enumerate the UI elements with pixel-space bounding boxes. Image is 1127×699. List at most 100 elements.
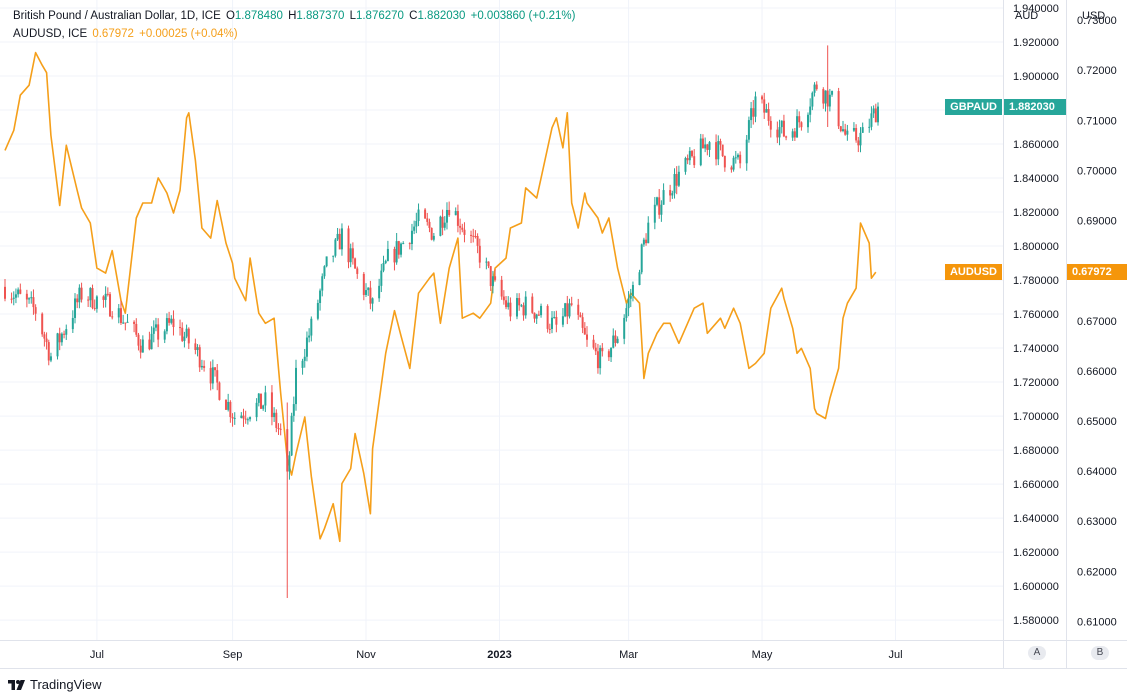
candle-body	[249, 417, 252, 420]
candle-body	[334, 239, 337, 256]
right-y-tick-label: 0.63000	[1077, 516, 1117, 528]
brand-name: TradingView	[30, 677, 102, 692]
candle-body	[19, 289, 22, 294]
candle-body	[41, 313, 44, 335]
candle-body	[325, 256, 328, 267]
candle-body	[859, 132, 862, 146]
right-y-tick-label: 0.72000	[1077, 65, 1117, 77]
candle-body	[693, 156, 696, 166]
candle-body	[631, 285, 634, 296]
candle-body	[45, 338, 48, 343]
candle-body	[570, 303, 573, 305]
candle-body	[596, 351, 599, 369]
candle-body	[487, 261, 490, 267]
audusd-right-axis-tag: 0.67972	[1067, 264, 1127, 281]
candle-body	[246, 419, 249, 421]
candle-body	[677, 171, 680, 186]
candle-body	[10, 298, 13, 300]
candle-body	[443, 222, 446, 228]
left-y-tick-label: 1.580000	[1013, 615, 1059, 627]
candle-body	[286, 429, 289, 472]
candle-body	[656, 197, 659, 205]
candle-body	[413, 226, 416, 231]
left-scale-button[interactable]: A	[1028, 646, 1046, 660]
candle-body	[505, 300, 508, 308]
candle-body	[747, 120, 750, 140]
candle-body	[594, 347, 597, 352]
candle-body	[89, 288, 92, 301]
candle-body	[203, 365, 206, 368]
candle-body	[310, 318, 313, 336]
candle-body	[141, 339, 144, 353]
candle-body	[811, 92, 814, 107]
candle-body	[684, 158, 687, 172]
candle-body	[837, 91, 840, 127]
candle-body	[137, 334, 140, 346]
candle-body	[745, 139, 748, 164]
left-y-tick-label: 1.920000	[1013, 37, 1059, 49]
tradingview-brand[interactable]: TradingView	[8, 677, 102, 692]
candle-body	[717, 141, 720, 160]
high-value: 1.887370	[296, 10, 345, 22]
candle-body	[117, 308, 120, 318]
candle-body	[800, 122, 803, 128]
candle-body	[319, 290, 322, 303]
audusd-price-tag-label: AUDUSD	[944, 264, 1002, 281]
candle-body	[638, 272, 641, 286]
candle-body	[305, 337, 308, 357]
right-y-tick-label: 0.64000	[1077, 466, 1117, 478]
candle-body	[540, 305, 543, 316]
right-scale-button[interactable]: B	[1091, 646, 1109, 660]
left-y-tick-label: 1.820000	[1013, 207, 1059, 219]
candle-body	[855, 127, 858, 141]
candle-body	[165, 318, 168, 332]
candle-body	[531, 296, 534, 313]
candle-body	[106, 293, 109, 295]
candle-body	[332, 255, 335, 257]
candle-body	[58, 333, 61, 343]
x-tick-label: 2023	[487, 649, 511, 661]
candle-body	[214, 367, 217, 371]
compare-series-legend[interactable]: AUDUSD, ICE 0.67972 +0.00025 (+0.04%)	[13, 28, 240, 40]
candle-body	[111, 316, 114, 318]
candle-body	[767, 109, 770, 121]
candle-body	[430, 227, 433, 240]
candle-body	[782, 120, 785, 137]
candle-body	[715, 142, 718, 160]
candle-body	[200, 365, 203, 368]
main-series-legend[interactable]: British Pound / Australian Dollar, 1D, I…	[13, 10, 577, 22]
candle-body	[614, 335, 617, 343]
candle-body	[791, 131, 794, 138]
candle-body	[841, 129, 844, 131]
candle-body	[699, 138, 702, 166]
candle-body	[273, 412, 276, 418]
candle-body	[796, 116, 799, 138]
candle-body	[227, 401, 230, 410]
candle-body	[28, 298, 31, 300]
candle-body	[198, 347, 201, 368]
candle-body	[91, 288, 94, 308]
candle-body	[706, 144, 709, 150]
candle-body	[785, 136, 788, 138]
tradingview-logo-icon	[8, 679, 25, 690]
candle-body	[520, 305, 523, 307]
candle-body	[32, 297, 35, 308]
candle-body	[349, 248, 352, 263]
candle-body	[148, 339, 151, 350]
candle-body	[362, 273, 365, 295]
candle-body	[846, 130, 849, 135]
candle-body	[673, 174, 676, 194]
left-y-tick-label: 1.860000	[1013, 139, 1059, 151]
candle-body	[546, 305, 549, 329]
candle-body	[356, 268, 359, 274]
candle-body	[776, 129, 779, 138]
candle-body	[109, 294, 112, 317]
candle-body	[555, 316, 558, 325]
candle-body	[831, 91, 834, 95]
candle-body	[301, 360, 304, 368]
x-tick-label: Jul	[888, 649, 902, 661]
candle-body	[14, 294, 17, 298]
candle-body	[135, 323, 138, 335]
candle-body	[721, 144, 724, 157]
